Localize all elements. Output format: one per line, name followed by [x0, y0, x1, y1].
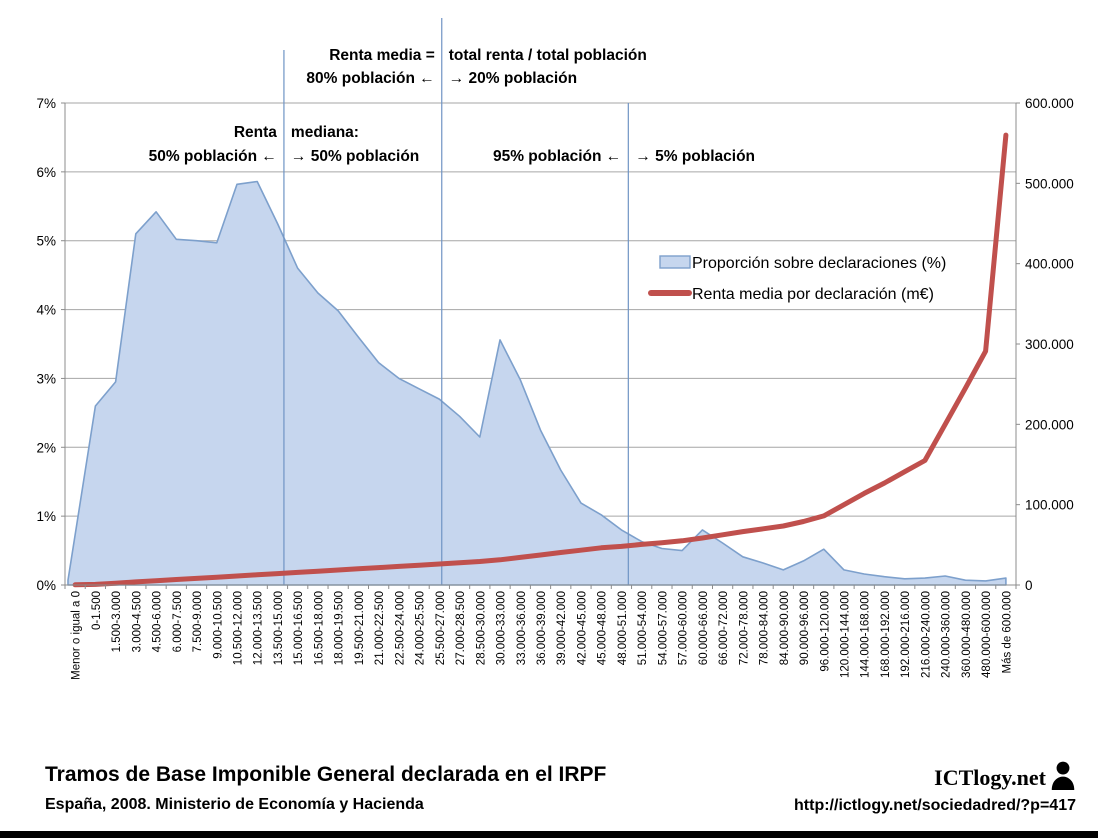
- x-axis-label: 39.000-42.000: [556, 591, 568, 665]
- x-axis-label: 216.000-240.000: [920, 591, 932, 678]
- x-axis-label: 66.000-72.000: [718, 591, 730, 665]
- x-axis-label: 36.000-39.000: [536, 591, 548, 665]
- irpf-combo-chart: 0% 1% 2% 3% 4% 5% 6% 7% 0 100.000 200.000 300.000 40…: [36, 18, 1074, 680]
- source-url[interactable]: http://ictlogy.net/sociedadred/?p=417: [794, 797, 1076, 814]
- legend-label-line: Renta media por declaración (m€): [692, 286, 934, 303]
- axes: [61, 102, 1020, 589]
- x-axis-label: 480.000-600.000: [981, 591, 993, 678]
- annotation-text: → 50% población: [291, 148, 419, 165]
- y-axis-right-label: 500.000: [1025, 176, 1074, 191]
- annotation-text: → 20% población: [449, 70, 577, 87]
- y-axis-right-label: 600.000: [1025, 96, 1074, 111]
- x-axis-label: 168.000-192.000: [880, 591, 892, 678]
- x-axis-label: 30.000-33.000: [496, 591, 508, 665]
- y-axis-right-label: 100.000: [1025, 498, 1074, 513]
- x-axis-label: 27.000-28.500: [455, 591, 467, 665]
- y-axis-left-label: 5%: [36, 234, 56, 249]
- x-axis-label: 16.500-18.000: [313, 591, 325, 665]
- annotation-text: 95% población ←: [493, 148, 621, 165]
- x-axis-label: 78.000-84.000: [759, 591, 771, 665]
- annotation-text: mediana:: [291, 124, 359, 141]
- x-axis-label: 21.000-22.500: [374, 591, 386, 665]
- legend-area-swatch: [659, 255, 691, 269]
- x-axis-label: 360.000-480.000: [961, 591, 973, 678]
- y-axis-right-label: 300.000: [1025, 337, 1074, 352]
- x-axis-label: 15.000-16.500: [293, 591, 305, 665]
- x-axis-label: 84.000-90.000: [779, 591, 791, 665]
- x-axis-label: 42.000-45.000: [576, 591, 588, 665]
- annotation-text: Renta media =: [329, 47, 435, 64]
- x-axis-label: 45.000-48.000: [597, 591, 609, 665]
- brand: ICTlogy.net: [934, 760, 1076, 795]
- x-axis-label: 6.000-7.500: [172, 591, 184, 652]
- x-axis-label: 57.000-60.000: [678, 591, 690, 665]
- x-axis-label: 13.500-15.000: [273, 591, 285, 665]
- x-axis-label: 10.500-12.000: [232, 591, 244, 665]
- area-series-proporcion-declaraciones: [67, 180, 1007, 586]
- x-axis-label: 4.500-6.000: [152, 591, 164, 652]
- x-axis-label: 24.000-25.500: [415, 591, 427, 665]
- x-axis-label: 3.000-4.500: [131, 591, 143, 652]
- x-axis-label: 96.000-120.000: [819, 591, 831, 672]
- x-axis-label: 54.000-57.000: [657, 591, 669, 665]
- x-axis-label: Más de 600.000: [1001, 591, 1013, 673]
- x-axis-label: 0-1.500: [91, 591, 103, 630]
- x-axis-label: 144.000-168.000: [860, 591, 872, 678]
- brand-logo-text[interactable]: ICTlogy.net: [934, 764, 1046, 790]
- y-axis-left-label: 7%: [36, 96, 56, 111]
- y-axis-left-label: 3%: [36, 371, 56, 386]
- legend-label-area: Proporción sobre declaraciones (%): [692, 255, 946, 272]
- annotation-text: → 5% población: [635, 148, 755, 165]
- x-axis-label: 19.500-21.000: [354, 591, 366, 665]
- y-axis-left-labels: 0% 1% 2% 3% 4% 5% 6% 7%: [36, 96, 56, 593]
- y-axis-left-label: 0%: [36, 578, 56, 593]
- y-axis-right-labels: 0 100.000 200.000 300.000 400.000 500.000 600.…: [1025, 96, 1074, 593]
- x-axis-label: 90.000-96.000: [799, 591, 811, 665]
- annotation-text: 50% población ←: [149, 148, 277, 165]
- y-axis-left-label: 4%: [36, 303, 56, 318]
- x-axis-label: 28.500-30.000: [475, 591, 487, 665]
- annotation-text: 80% población ←: [306, 70, 434, 87]
- y-axis-right-label: 0: [1025, 578, 1033, 593]
- x-axis-label: 192.000-216.000: [900, 591, 912, 678]
- y-axis-left-label: 2%: [36, 440, 56, 455]
- line-series-renta-media: [72, 132, 1009, 588]
- x-axis-label: 240.000-360.000: [941, 591, 953, 678]
- x-axis-label: 18.000-19.500: [334, 591, 346, 665]
- chart-title: Tramos de Base Imponible General declara…: [45, 763, 607, 786]
- y-axis-right-label: 400.000: [1025, 257, 1074, 272]
- annotation-text: total renta / total población: [449, 47, 647, 64]
- x-axis-label: 72.000-78.000: [738, 591, 750, 665]
- x-axis-label: 1.500-3.000: [111, 591, 123, 652]
- legend: Proporción sobre declaraciones (%) Renta …: [648, 255, 946, 303]
- person-silhouette-icon: [1050, 760, 1076, 795]
- x-axis-label: 120.000-144.000: [840, 591, 852, 678]
- x-axis-label: 48.000-51.000: [617, 591, 629, 665]
- x-axis-labels: Menor o igual a 0 0-1.500 1.500-3.000 3.000…: [71, 591, 1014, 680]
- chart-subtitle: España, 2008. Ministerio de Economía y H…: [45, 796, 424, 813]
- x-axis-label: 60.000-66.000: [698, 591, 710, 665]
- annotation-text: Renta: [234, 124, 277, 141]
- annotations: Renta media = total renta / total poblaci…: [149, 47, 755, 165]
- x-axis-label: 25.500-27.000: [435, 591, 447, 665]
- x-axis-label: 7.500-9.000: [192, 591, 204, 652]
- x-axis-label: Menor o igual a 0: [71, 591, 83, 680]
- marker-lines: [283, 18, 629, 585]
- y-axis-right-label: 200.000: [1025, 417, 1074, 432]
- x-axis-label: 33.000-36.000: [516, 591, 528, 665]
- x-axis-label: 9.000-10.500: [212, 591, 224, 659]
- y-axis-left-label: 1%: [36, 509, 56, 524]
- x-axis-label: 12.000-13.500: [253, 591, 265, 665]
- bottom-bar: [0, 831, 1098, 838]
- y-axis-left-label: 6%: [36, 165, 56, 180]
- x-axis-label: 22.500-24.000: [394, 591, 406, 665]
- x-axis-label: 51.000-54.000: [637, 591, 649, 665]
